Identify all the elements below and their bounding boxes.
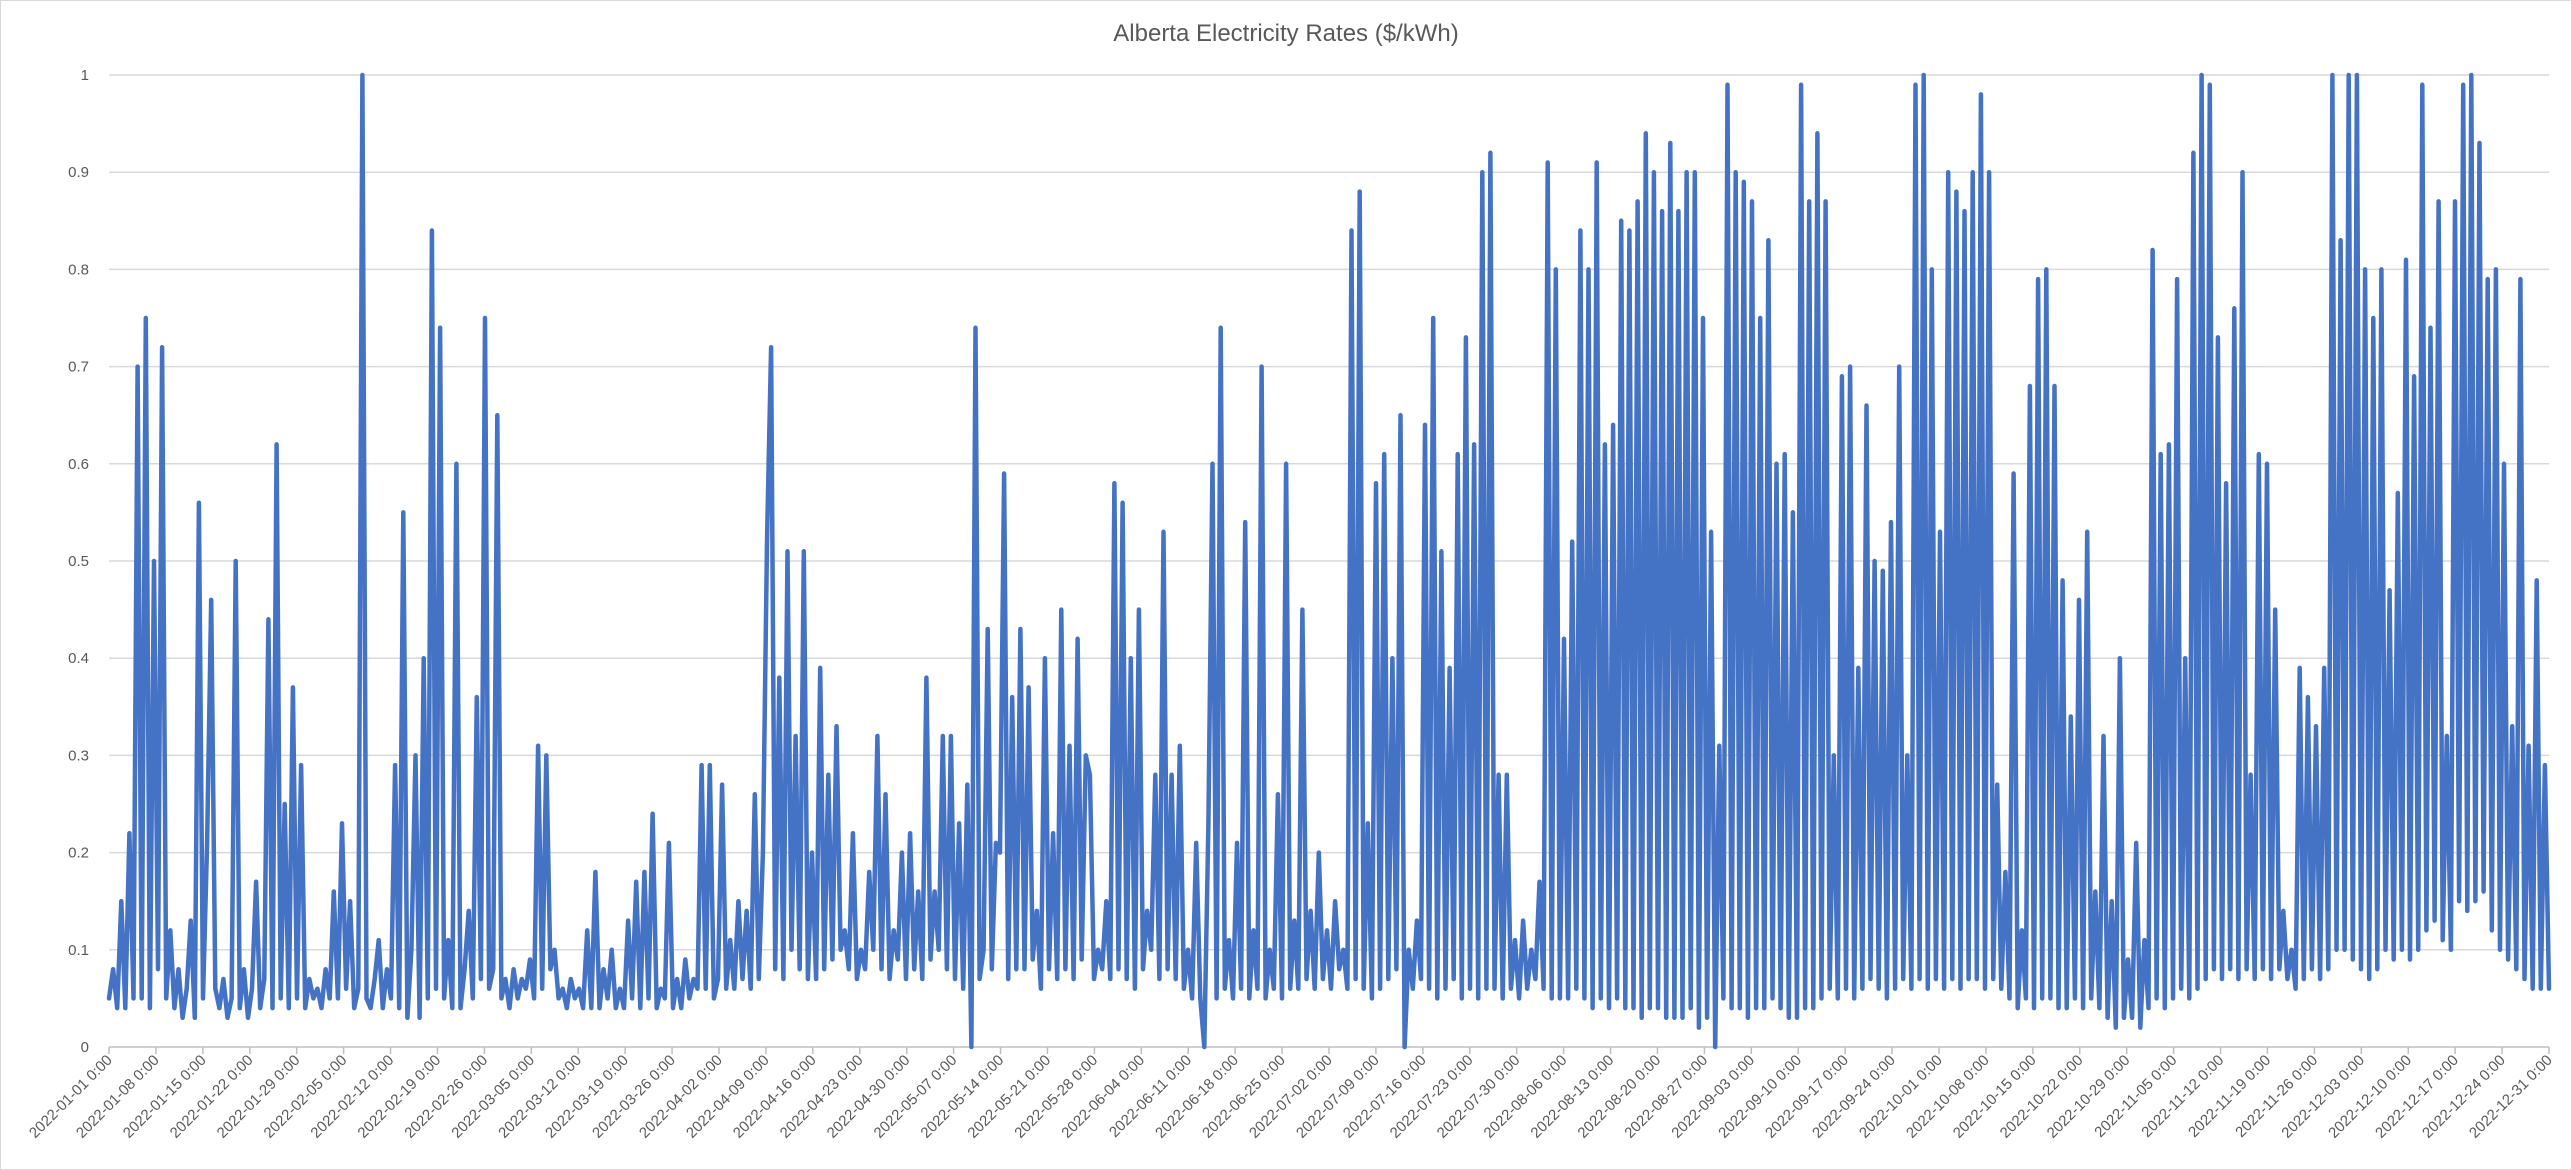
x-tick-label: 2022-08-06 0:00 (1481, 1052, 1571, 1142)
x-tick-label: 2022-07-16 0:00 (1340, 1052, 1430, 1142)
x-tick-label: 2022-07-02 0:00 (1246, 1052, 1336, 1142)
chart-title: Alberta Electricity Rates ($/kWh) (1113, 20, 1458, 47)
x-tick-label: 2022-10-08 0:00 (1903, 1052, 1993, 1142)
x-tick-label: 2022-04-09 0:00 (683, 1052, 773, 1142)
x-tick-label: 2022-10-01 0:00 (1856, 1052, 1946, 1142)
x-tick-label: 2022-12-03 0:00 (2278, 1052, 2368, 1142)
x-tick-label: 2022-08-13 0:00 (1527, 1052, 1617, 1142)
x-tick-label: 2022-10-15 0:00 (1950, 1052, 2040, 1142)
y-axis: 0 0.1 0.2 0.3 0.4 0.5 0.6 0.7 0.8 0.9 1 (68, 67, 89, 1056)
x-tick-label: 2022-12-17 0:00 (2372, 1052, 2462, 1142)
x-tick-label: 2022-05-07 0:00 (871, 1052, 961, 1142)
x-tick-label: 2022-06-18 0:00 (1152, 1052, 1242, 1142)
x-tick-label: 2022-05-21 0:00 (964, 1052, 1054, 1142)
x-tick-label: 2022-03-26 0:00 (589, 1052, 679, 1142)
x-tick-label: 2022-08-20 0:00 (1574, 1052, 1664, 1142)
x-tick-label: 2022-04-16 0:00 (730, 1052, 820, 1142)
x-tick-label: 2022-11-26 0:00 (2232, 1052, 2321, 1141)
x-tick-label: 2022-10-29 0:00 (2044, 1052, 2134, 1142)
x-tick-label: 2022-02-05 0:00 (261, 1052, 351, 1142)
x-tick-label: 2022-01-01 0:00 (26, 1052, 116, 1142)
x-tick-label: 2022-01-15 0:00 (120, 1052, 210, 1142)
x-tick-label: 2022-02-19 0:00 (354, 1052, 444, 1142)
x-tick-label: 2022-09-03 0:00 (1668, 1052, 1758, 1142)
series-layer (106, 72, 2552, 1050)
series-line-0 (106, 72, 2552, 1050)
x-tick-label: 2022-11-12 0:00 (2138, 1052, 2227, 1141)
x-tick-label: 2022-11-05 0:00 (2091, 1052, 2180, 1141)
x-tick-label: 2022-01-29 0:00 (214, 1052, 304, 1142)
x-tick-label: 2022-07-23 0:00 (1387, 1052, 1477, 1142)
x-tick-label: 2022-07-09 0:00 (1293, 1052, 1383, 1142)
x-tick-label: 2022-09-24 0:00 (1809, 1052, 1899, 1142)
x-tick-label: 2022-09-17 0:00 (1762, 1052, 1852, 1142)
x-tick-label: 2022-09-10 0:00 (1715, 1052, 1805, 1142)
y-tick-label: 0 (81, 1039, 89, 1056)
x-tick-label: 2022-03-12 0:00 (495, 1052, 585, 1142)
y-tick-label: 0.3 (68, 747, 89, 764)
x-tick-label: 2022-03-05 0:00 (448, 1052, 538, 1142)
x-tick-label: 2022-12-24 0:00 (2419, 1052, 2509, 1142)
y-tick-label: 0.4 (68, 650, 89, 667)
x-tick-label: 2022-07-30 0:00 (1434, 1052, 1524, 1142)
gridlines (109, 74, 2549, 951)
x-tick-label: 2022-01-08 0:00 (73, 1052, 163, 1142)
x-tick-label: 2022-02-26 0:00 (401, 1052, 491, 1142)
y-tick-label: 0.6 (68, 456, 89, 473)
x-tick-label: 2022-06-11 0:00 (1106, 1052, 1195, 1141)
y-tick-label: 0.9 (68, 164, 89, 181)
x-tick-label: 2022-02-12 0:00 (307, 1052, 397, 1142)
x-tick-label: 2022-03-19 0:00 (542, 1052, 632, 1142)
x-tick-label: 2022-05-14 0:00 (917, 1052, 1007, 1142)
x-tick-label: 2022-12-10 0:00 (2325, 1052, 2415, 1142)
y-tick-label: 0.8 (68, 261, 89, 278)
x-tick-label: 2022-04-02 0:00 (636, 1052, 726, 1142)
x-tick-label: 2022-06-04 0:00 (1058, 1052, 1148, 1142)
y-tick-label: 0.2 (68, 845, 89, 862)
y-tick-label: 1 (81, 67, 89, 84)
x-tick-label: 2022-01-22 0:00 (167, 1052, 257, 1142)
y-tick-label: 0.5 (68, 553, 89, 570)
x-tick-label: 2022-08-27 0:00 (1621, 1052, 1711, 1142)
x-tick-label: 2022-12-31 0:00 (2466, 1052, 2556, 1142)
x-tick-label: 2022-04-23 0:00 (777, 1052, 867, 1142)
x-tick-label: 2022-06-25 0:00 (1199, 1052, 1289, 1142)
x-tick-label: 2022-04-30 0:00 (824, 1052, 914, 1142)
y-tick-label: 0.1 (68, 942, 89, 959)
x-tick-label: 2022-10-22 0:00 (1997, 1052, 2087, 1142)
x-tick-label: 2022-05-28 0:00 (1011, 1052, 1101, 1142)
y-tick-label: 0.7 (68, 359, 89, 376)
x-tick-label: 2022-11-19 0:00 (2185, 1052, 2274, 1141)
